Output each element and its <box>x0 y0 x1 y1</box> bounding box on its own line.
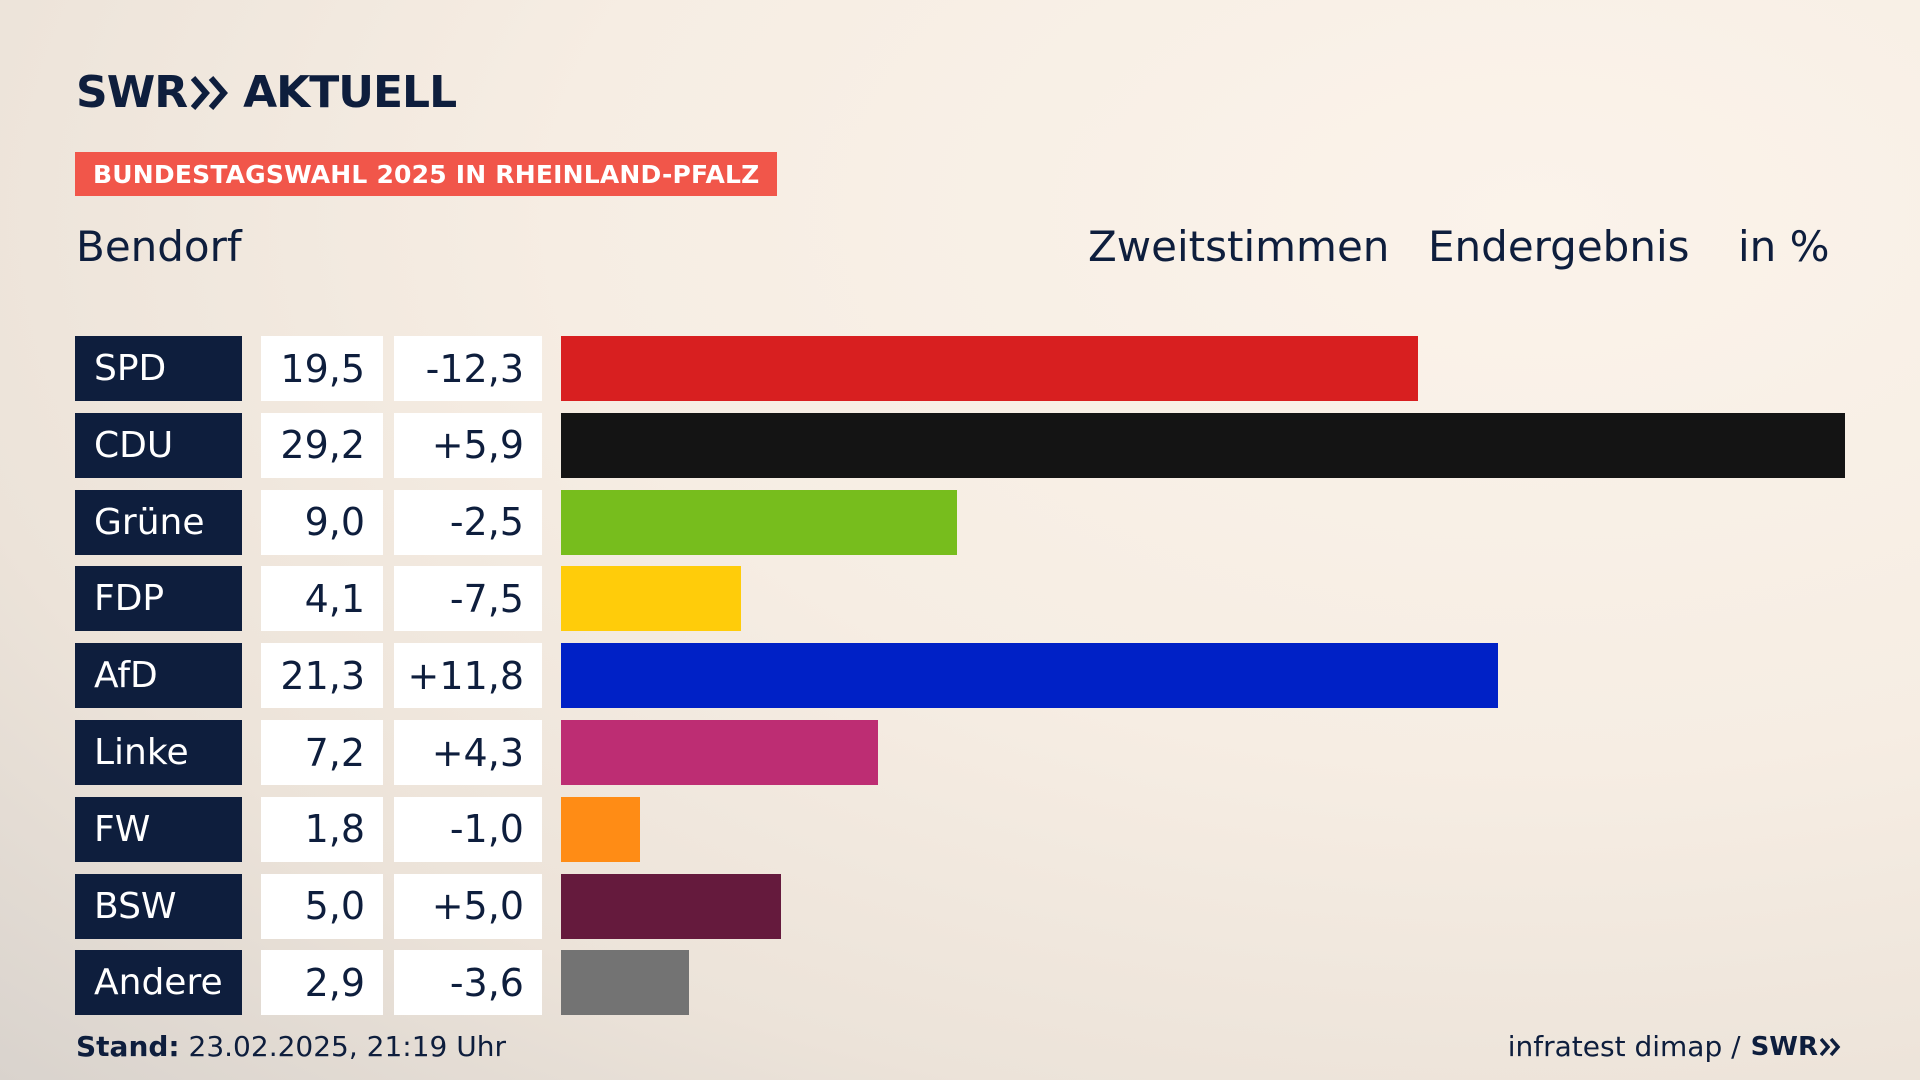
double-chevron-icon <box>1820 1037 1841 1056</box>
party-share: 29,2 <box>261 412 383 478</box>
party-name: CDU <box>75 412 242 478</box>
party-name: BSW <box>75 873 242 939</box>
timestamp-label: Stand: <box>76 1030 180 1063</box>
party-row: CDU 29,2 +5,9 <box>0 412 1920 478</box>
party-share: 1,8 <box>261 796 383 862</box>
party-row: FW 1,8 -1,0 <box>0 796 1920 862</box>
party-change: +5,9 <box>394 412 542 478</box>
party-name: FDP <box>75 566 242 632</box>
party-name: Grüne <box>75 489 242 555</box>
party-row: BSW 5,0 +5,0 <box>0 873 1920 939</box>
party-row: Linke 7,2 +4,3 <box>0 720 1920 785</box>
party-bar <box>561 489 957 555</box>
party-change: +11,8 <box>394 643 542 709</box>
party-row: FDP 4,1 -7,5 <box>0 566 1920 632</box>
party-share: 4,1 <box>261 566 383 632</box>
party-bar <box>561 412 1845 478</box>
place-title: Bendorf <box>76 222 242 271</box>
party-row: Andere 2,9 -3,6 <box>0 950 1920 1016</box>
party-bar <box>561 950 689 1016</box>
party-share: 21,3 <box>261 643 383 709</box>
party-name: AfD <box>75 643 242 709</box>
party-bar <box>561 336 1418 401</box>
party-change: +5,0 <box>394 873 542 939</box>
election-banner: BUNDESTAGSWAHL 2025 IN RHEINLAND-PFALZ <box>75 152 778 196</box>
unit-label: in % <box>1738 222 1830 271</box>
party-bar <box>561 566 741 632</box>
source-credit: infratest dimap / SWR <box>1508 1030 1844 1063</box>
party-share: 19,5 <box>261 336 383 401</box>
party-change: -12,3 <box>394 336 542 401</box>
party-share: 5,0 <box>261 873 383 939</box>
party-change: +4,3 <box>394 720 542 785</box>
logo-swr-text: SWR <box>76 67 188 118</box>
party-bar <box>561 643 1498 709</box>
party-row: SPD 19,5 -12,3 <box>0 336 1920 401</box>
party-bar <box>561 796 640 862</box>
swr-aktuell-logo: SWR AKTUELL <box>76 67 457 118</box>
double-chevron-icon <box>191 76 229 110</box>
timestamp: Stand: 23.02.2025, 21:19 Uhr <box>76 1030 506 1063</box>
timestamp-value: 23.02.2025, 21:19 Uhr <box>188 1030 506 1063</box>
party-change: -1,0 <box>394 796 542 862</box>
party-share: 7,2 <box>261 720 383 785</box>
party-change: -7,5 <box>394 566 542 632</box>
party-bar <box>561 720 878 785</box>
party-name: Linke <box>75 720 242 785</box>
logo-aktuell-text: AKTUELL <box>243 67 457 118</box>
source-swr-logo: SWR <box>1751 1032 1844 1062</box>
party-change: -3,6 <box>394 950 542 1016</box>
source-swr-text: SWR <box>1750 1031 1818 1062</box>
party-row: AfD 21,3 +11,8 <box>0 643 1920 709</box>
votes-label: Zweitstimmen <box>1088 222 1390 271</box>
party-name: Andere <box>75 950 242 1016</box>
party-change: -2,5 <box>394 489 542 555</box>
source-text: infratest dimap / <box>1507 1030 1741 1063</box>
party-name: SPD <box>75 336 242 401</box>
party-name: FW <box>75 796 242 862</box>
party-bar <box>561 873 781 939</box>
party-share: 2,9 <box>261 950 383 1016</box>
party-share: 9,0 <box>261 489 383 555</box>
result-label: Endergebnis <box>1428 222 1690 271</box>
party-row: Grüne 9,0 -2,5 <box>0 489 1920 555</box>
